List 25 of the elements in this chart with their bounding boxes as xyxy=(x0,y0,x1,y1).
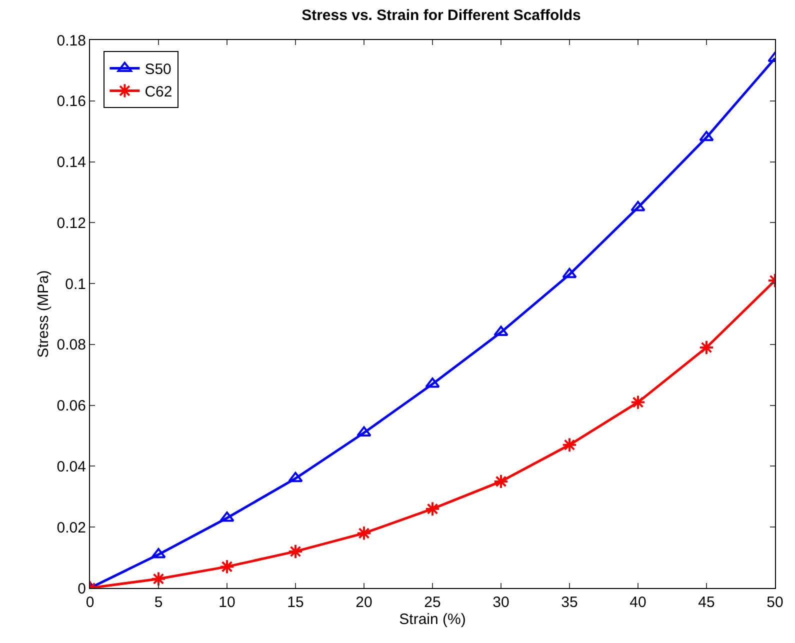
y-axis-title: Stress (MPa) xyxy=(35,270,52,358)
y-tick-label: 0.1 xyxy=(65,276,86,293)
x-tick-label: 35 xyxy=(561,594,578,611)
y-tick-label: 0 xyxy=(78,580,86,598)
x-tick-label: 10 xyxy=(218,594,236,611)
y-tick-label: 0.04 xyxy=(56,458,86,476)
chart-title: Stress vs. Strain for Different Scaffolds xyxy=(302,7,581,24)
y-tick-label: 0.08 xyxy=(56,336,86,354)
y-tick-label: 0.18 xyxy=(56,32,86,50)
y-tick-label: 0.16 xyxy=(56,93,86,110)
x-tick-label: 50 xyxy=(766,594,784,611)
legend-label: C62 xyxy=(144,84,172,101)
y-tick-label: 0.06 xyxy=(56,398,86,415)
x-tick-label: 40 xyxy=(630,594,646,611)
y-tick-label: 0.14 xyxy=(56,154,86,172)
x-tick-label: 30 xyxy=(492,594,510,611)
y-tick-label: 0.02 xyxy=(56,519,86,536)
x-tick-label: 15 xyxy=(287,594,304,611)
x-tick-label: 20 xyxy=(356,594,372,611)
x-tick-label: 5 xyxy=(154,594,163,611)
legend-label: S50 xyxy=(144,61,172,78)
y-tick-label: 0.12 xyxy=(56,214,86,232)
x-tick-label: 25 xyxy=(424,594,441,611)
x-tick-label: 45 xyxy=(698,594,715,611)
x-axis-title: Strain (%) xyxy=(399,611,466,628)
